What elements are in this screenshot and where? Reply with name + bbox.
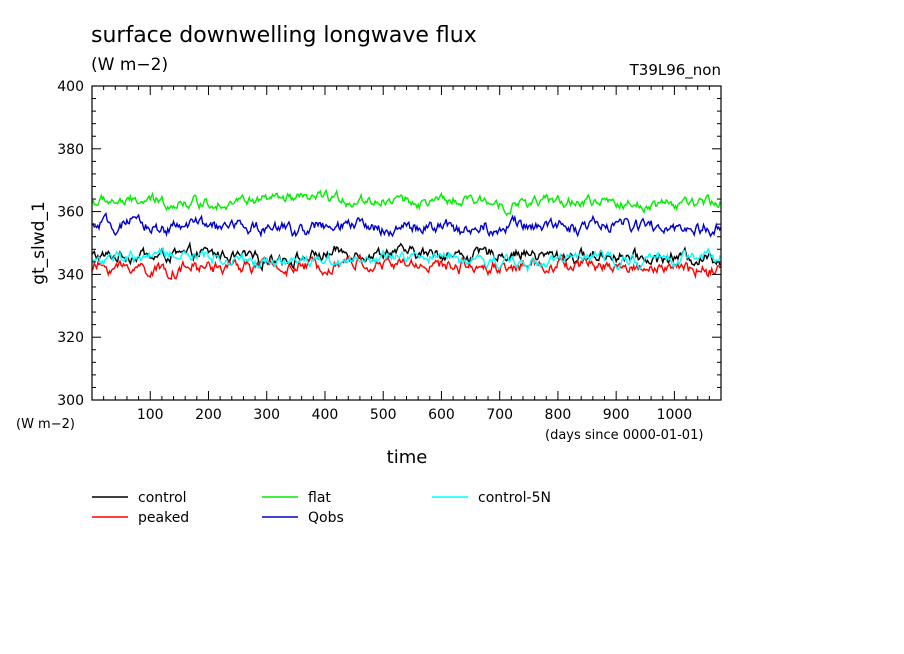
y-tick-label: 340 xyxy=(57,267,84,283)
y-axis-units: (W m−2) xyxy=(16,417,75,432)
axes xyxy=(91,85,722,401)
run-label: T39L96_non xyxy=(629,61,721,79)
x-tick-label: 200 xyxy=(195,407,222,423)
plot-frame xyxy=(91,85,722,401)
x-axis-units: (days since 0000-01-01) xyxy=(545,428,703,443)
legend-label-control-5N: control-5N xyxy=(478,490,551,506)
y-tick-label: 380 xyxy=(57,142,84,158)
series-layer xyxy=(91,188,722,281)
legend-label-flat: flat xyxy=(308,490,331,506)
x-axis-label: time xyxy=(387,447,428,468)
x-tick-label: 700 xyxy=(486,407,513,423)
series-line-flat xyxy=(91,188,722,217)
legend: control flat control-5N peaked Qobs xyxy=(92,490,551,526)
x-ticks: 100 200 300 400 500 600 700 800 900 1000 xyxy=(103,86,710,423)
x-tick-label: 800 xyxy=(545,407,572,423)
series-line-control xyxy=(91,240,722,273)
legend-label-Qobs: Qobs xyxy=(308,510,344,526)
x-tick-label: 900 xyxy=(603,407,630,423)
y-tick-label: 360 xyxy=(57,205,84,221)
chart-subtitle-units: (W m−2) xyxy=(91,55,169,75)
series-line-Qobs xyxy=(91,212,722,239)
x-tick-label: 600 xyxy=(428,407,455,423)
x-tick-label: 500 xyxy=(370,407,397,423)
x-tick-label: 400 xyxy=(312,407,339,423)
y-tick-label: 320 xyxy=(57,330,84,346)
legend-label-peaked: peaked xyxy=(138,510,189,526)
x-tick-label: 300 xyxy=(253,407,280,423)
x-tick-label: 1000 xyxy=(657,407,693,423)
y-axis-label: gt_slwd_1 xyxy=(29,201,49,285)
legend-label-control: control xyxy=(138,490,187,506)
chart-title: surface downwelling longwave flux xyxy=(91,23,477,48)
x-tick-label: 100 xyxy=(137,407,164,423)
series-line-peaked xyxy=(91,253,722,281)
y-ticks: 300 320 340 360 380 400 xyxy=(57,79,721,409)
y-tick-label: 300 xyxy=(57,393,84,409)
series-line-control-5N xyxy=(91,246,722,274)
y-tick-label: 400 xyxy=(57,79,84,95)
